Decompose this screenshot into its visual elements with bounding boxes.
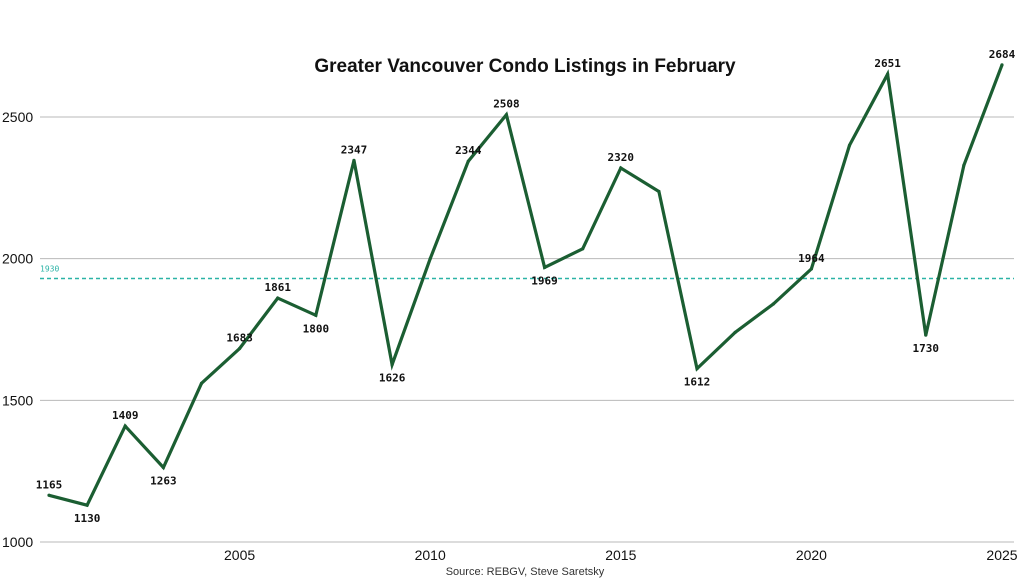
data-point (771, 302, 775, 306)
data-point (657, 189, 661, 194)
series-group (47, 63, 1004, 508)
data-point (924, 333, 928, 337)
data-point (161, 465, 165, 470)
data-point (581, 247, 585, 251)
reference-line-group: 1930 (40, 265, 1014, 280)
data-label: 1626 (379, 372, 406, 385)
data-label: 2508 (493, 98, 520, 111)
x-tick-label: 2025 (986, 547, 1017, 563)
x-tick-label: 2005 (224, 547, 255, 563)
y-tick-label: 2000 (2, 251, 33, 267)
x-tick-label: 2015 (605, 547, 636, 563)
data-point (695, 367, 699, 371)
data-point (199, 381, 204, 385)
data-point (47, 493, 51, 497)
x-tick-label: 2010 (415, 547, 446, 563)
y-tick-label: 2500 (2, 109, 33, 125)
series-line (48, 64, 1004, 508)
data-label: 1730 (913, 342, 940, 355)
x-axis-ticks: 2005 2010 2015 2020 2025 (224, 547, 1018, 563)
data-label: 1165 (36, 478, 63, 491)
data-label: 1263 (150, 474, 177, 487)
y-tick-label: 1500 (2, 392, 33, 408)
data-labels: 1165 1130 1409 1263 1683 1861 1800 2347 1626 2344… (36, 48, 1016, 525)
data-point (542, 265, 547, 270)
source-note: Source: REBGV, Steve Saretsky (446, 566, 605, 578)
y-tick-label: 1000 (2, 534, 33, 550)
data-label: 1969 (531, 274, 558, 287)
data-label: 2344 (455, 144, 482, 157)
data-point (238, 346, 242, 351)
data-label: 2684 (989, 48, 1016, 61)
data-label: 1130 (74, 512, 101, 525)
y-axis-ticks: 1000 1500 2000 2500 (2, 109, 33, 550)
data-point (85, 503, 89, 507)
data-label: 1683 (226, 331, 253, 344)
data-point (733, 330, 737, 334)
data-point (428, 257, 432, 261)
data-point (352, 158, 356, 162)
data-point (962, 163, 966, 167)
data-label: 1800 (303, 322, 330, 335)
data-point (1000, 63, 1004, 67)
data-point (809, 267, 814, 271)
chart-title: Greater Vancouver Condo Listings in Febr… (314, 56, 736, 77)
data-label: 1861 (264, 281, 291, 294)
data-label: 2320 (608, 151, 635, 164)
data-label: 2651 (874, 57, 901, 70)
data-point (847, 143, 852, 147)
x-tick-label: 2020 (796, 547, 827, 563)
data-point (390, 363, 394, 367)
data-label: 1964 (798, 252, 825, 265)
data-point (123, 424, 127, 428)
data-label: 1409 (112, 409, 139, 422)
reference-line-label: 1930 (40, 265, 59, 274)
data-point (466, 159, 470, 163)
data-point (886, 72, 890, 76)
data-point (276, 296, 280, 300)
data-label: 2347 (341, 143, 368, 156)
data-point (619, 166, 623, 170)
data-point (504, 113, 509, 117)
data-label: 1612 (684, 376, 711, 389)
grid-lines (40, 116, 1014, 543)
data-point (314, 313, 318, 317)
